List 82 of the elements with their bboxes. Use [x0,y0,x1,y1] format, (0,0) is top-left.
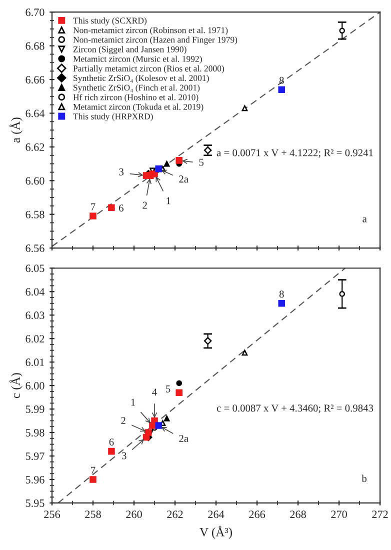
x-tick-label: 266 [249,510,266,518]
point [339,291,346,297]
y-axis-title: c (Å) [10,373,22,398]
annotation: 3 [122,452,126,460]
annotation: a = 0.0071 x V + 4.1222; R² = 0.9241 [216,149,373,158]
annotation: 1 [166,197,170,204]
y-tick-label: 6.04 [26,288,45,296]
point [90,212,96,220]
y-tick-label: 6.01 [26,358,44,366]
x-tick-label: 270 [331,510,347,518]
legend-label: Non-metamict zircon (Robinson et al. 1971) [73,26,228,35]
point [90,476,96,483]
y-tick-label: 6.58 [26,210,44,218]
y-tick-label: 6.64 [26,110,45,118]
y-tick-label: 5.98 [26,428,44,437]
annotation: 6 [119,204,124,212]
legend-label: Synthetic ZrSiO₄ (Finch et al. 2001) [74,84,200,92]
point [176,389,183,396]
annotation: b [362,474,367,482]
y-axis-title: a (Å) [10,118,22,143]
point [339,28,346,34]
y-tick-label: 6.60 [26,177,44,185]
x-tick-label: 264 [208,510,224,518]
point [204,337,212,345]
annotation: 5 [199,158,204,166]
legend-label: This study (HRPXRD) [73,113,153,122]
point [108,204,115,212]
point [176,380,182,386]
legend-label: This study (SCXRD) [73,17,147,26]
annotation: 6 [109,438,114,446]
y-tick-label: 6.02 [26,335,44,343]
x-axis-title: V (Å³) [200,526,232,539]
annotation: 7 [91,466,96,474]
y-tick-label: 5.97 [26,452,44,460]
annotation: c = 0.0087 x V + 4.3460; R² = 0.9843 [216,404,374,414]
annotation: 2a [179,176,188,183]
y-tick-label: 6.05 [26,264,44,272]
annotation: 2 [121,417,126,424]
annotation: 7 [91,203,96,210]
legend-label: Partially metamict zircon (Rios et al. 2000) [73,65,224,74]
y-tick-label: 6.62 [26,143,44,151]
legend-label: Synthetic ZrSiO₄ (Kolesov et al. 2001) [74,74,209,83]
annotation: 2 [142,202,147,209]
point [242,350,248,356]
x-tick-label: 268 [290,510,306,518]
point [242,105,248,112]
point [278,86,286,94]
annotation: 8 [279,290,284,298]
y-tick-label: 6.56 [26,244,44,252]
annotation: 4 [152,388,157,396]
annotation: 5 [166,386,170,392]
y-tick-label: 5.99 [26,406,44,414]
x-tick-label: 272 [372,510,388,518]
legend-label: Metamict zircon (Mursic et al. 1992) [73,56,202,64]
point [278,300,286,307]
annotation: 3 [119,168,124,176]
point [155,165,162,172]
annotation: 2a [179,434,188,442]
point [155,422,162,429]
y-tick-label: 6.00 [26,382,44,390]
annotation: a [362,217,367,222]
annotation: 1 [131,398,136,406]
y-tick-label: 6.66 [26,76,44,84]
y-tick-label: 6.68 [26,42,44,50]
x-tick-label: 256 [44,510,60,518]
annotation: 8 [279,76,284,84]
y-tick-label: 5.95 [26,499,44,507]
legend-label: Non-metamict zircon (Hazen and Finger 1979) [73,36,238,45]
y-tick-label: 6.70 [26,8,44,16]
legend-label: Zircon (Siggel and Jansen 1990) [73,46,186,54]
point [108,448,115,455]
x-tick-label: 258 [85,510,101,518]
legend-label: Hf rich zircon (Hoshino et al. 2010) [73,94,198,102]
point [164,160,170,167]
legend-label: Metamict zircon (Tokuda et al. 2019) [73,104,204,112]
y-tick-label: 5.96 [26,476,44,484]
point [142,172,150,179]
x-tick-label: 260 [126,510,142,518]
point [176,157,183,164]
point [142,434,150,441]
y-tick-label: 6.03 [26,312,44,320]
x-tick-label: 262 [167,510,183,518]
